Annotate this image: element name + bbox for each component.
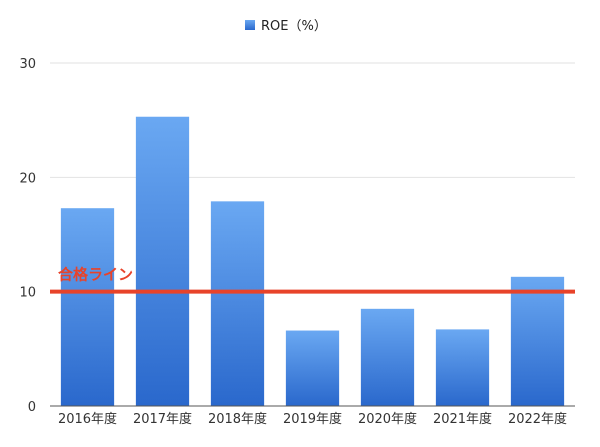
y-tick-label: 10: [19, 286, 36, 301]
y-axis-tick-labels: 0 10 20 30: [19, 57, 36, 415]
y-tick-label: 20: [19, 171, 36, 186]
legend: ROE（%）: [245, 19, 327, 34]
y-tick-label: 0: [28, 400, 36, 415]
x-axis-tick-labels: 2016年度 2017年度 2018年度 2019年度 2020年度 2021年度 2022…: [58, 411, 567, 427]
x-tick-label: 2021年度: [433, 411, 492, 427]
bar-2016年度: [60, 208, 115, 406]
x-tick-label: 2019年度: [283, 411, 342, 427]
bar-2017年度: [135, 116, 190, 406]
bar-2019年度: [285, 330, 340, 406]
y-tick-label: 30: [19, 57, 36, 72]
legend-label: ROE（%）: [261, 19, 327, 34]
x-tick-label: 2022年度: [508, 411, 567, 427]
x-tick-label: 2016年度: [58, 411, 117, 427]
x-tick-label: 2018年度: [208, 411, 267, 427]
bar-2018年度: [210, 201, 265, 406]
legend-swatch: [245, 20, 255, 30]
grid-lines: [50, 62, 575, 293]
bars: [60, 116, 565, 406]
bar-2020年度: [360, 308, 415, 406]
reference-line-label: 合格ライン: [57, 266, 133, 284]
x-tick-label: 2020年度: [358, 411, 417, 427]
bar-2021年度: [435, 329, 490, 406]
x-tick-label: 2017年度: [133, 411, 192, 427]
bar-2022年度: [510, 276, 565, 406]
